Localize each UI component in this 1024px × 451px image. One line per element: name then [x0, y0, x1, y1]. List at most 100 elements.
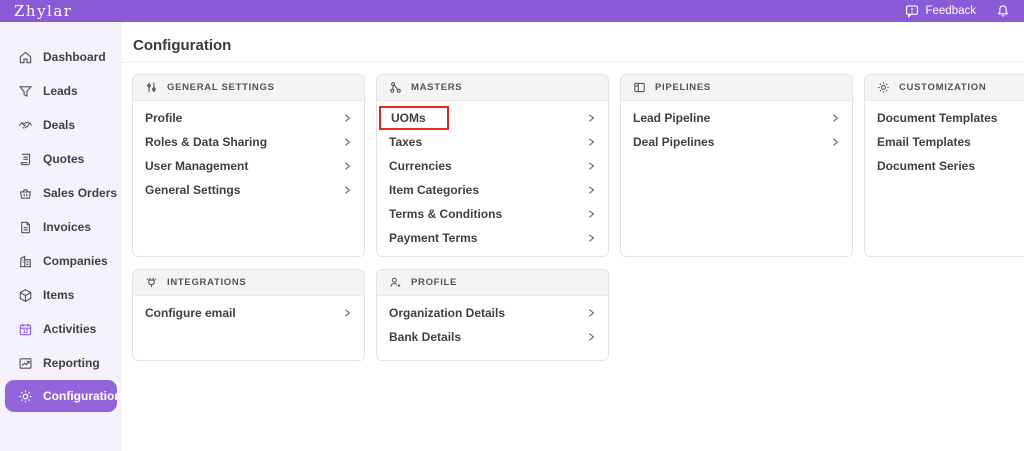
card-title: PIPELINES [655, 82, 711, 93]
chevron-right-icon [586, 209, 596, 219]
sidebar-item-label: Invoices [43, 220, 92, 234]
chevron-right-icon [830, 137, 840, 147]
chevron-right-icon [342, 161, 352, 171]
card-item-payment-terms[interactable]: Payment Terms [389, 226, 596, 250]
chevron-right-icon [830, 113, 840, 123]
card-body: Organization Details Bank Details [377, 296, 608, 349]
card-item-label: Terms & Conditions [389, 207, 503, 221]
building-icon [18, 254, 33, 269]
card-item-organization-details[interactable]: Organization Details [389, 301, 596, 325]
card-item-label: Deal Pipelines [633, 135, 715, 149]
basket-icon [18, 186, 33, 201]
sidebar-item-companies[interactable]: Companies [0, 244, 122, 278]
gear-icon [18, 389, 33, 404]
chevron-right-icon [586, 233, 596, 243]
sidebar-item-items[interactable]: Items [0, 278, 122, 312]
cards-row-1: GENERAL SETTINGS Profile Roles & Data Sh… [132, 74, 1024, 257]
card-item-label: Organization Details [389, 306, 506, 320]
card-item-label: Email Templates [877, 135, 971, 149]
card-header: PROFILE [377, 270, 608, 296]
chat-alert-icon [905, 4, 919, 18]
sidebar-item-leads[interactable]: Leads [0, 74, 122, 108]
sidebar-item-invoices[interactable]: Invoices [0, 210, 122, 244]
card-item-terms-conditions[interactable]: Terms & Conditions [389, 202, 596, 226]
card-item-label: Profile [145, 111, 183, 125]
card-item-configure-email[interactable]: Configure email [145, 301, 352, 325]
card-item-label: Taxes [389, 135, 423, 149]
sidebar-item-sales-orders[interactable]: Sales Orders [0, 176, 122, 210]
card-masters: MASTERS UOMs Taxes Currencies Item Categ… [376, 74, 609, 257]
handshake-icon [18, 118, 33, 133]
sidebar-item-dashboard[interactable]: Dashboard [0, 40, 122, 74]
card-item-user-management[interactable]: User Management [145, 154, 352, 178]
card-title: CUSTOMIZATION [899, 82, 987, 93]
card-item-document-series[interactable]: Document Series [877, 154, 1024, 178]
card-header: CUSTOMIZATION [865, 75, 1024, 101]
main-content: Configuration GENERAL SETTINGS Profile [122, 22, 1024, 451]
chevron-right-icon [342, 137, 352, 147]
sidebar-item-label: Sales Orders [43, 186, 118, 200]
card-title: INTEGRATIONS [167, 277, 247, 288]
scroll-document-icon [18, 152, 33, 167]
sidebar-item-label: Reporting [43, 356, 100, 370]
sidebar-item-label: Activities [43, 322, 97, 336]
card-header: INTEGRATIONS [133, 270, 364, 296]
network-nodes-icon [389, 81, 402, 94]
sidebar-item-deals[interactable]: Deals [0, 108, 122, 142]
sidebar-item-configuration[interactable]: Configuration [5, 380, 122, 412]
card-header: GENERAL SETTINGS [133, 75, 364, 101]
svg-text:12: 12 [23, 329, 29, 335]
card-item-general-settings[interactable]: General Settings [145, 178, 352, 202]
chevron-right-icon [586, 308, 596, 318]
sidebar-item-reporting[interactable]: Reporting [0, 346, 122, 380]
invoice-file-icon [18, 220, 33, 235]
feedback-label: Feedback [925, 5, 976, 17]
columns-layout-icon [633, 81, 646, 94]
card-item-roles-data-sharing[interactable]: Roles & Data Sharing [145, 130, 352, 154]
card-item-document-templates[interactable]: Document Templates [877, 106, 1024, 130]
card-item-label: Lead Pipeline [633, 111, 711, 125]
chevron-right-icon [342, 113, 352, 123]
card-item-deal-pipelines[interactable]: Deal Pipelines [633, 130, 840, 154]
card-item-profile[interactable]: Profile [145, 106, 352, 130]
card-item-taxes[interactable]: Taxes [389, 130, 596, 154]
page-title: Configuration [133, 37, 232, 54]
title-divider [122, 62, 1024, 63]
card-item-currencies[interactable]: Currencies [389, 154, 596, 178]
sidebar-item-label: Configuration [43, 389, 122, 403]
card-body: Document Templates Email Templates Docum… [865, 101, 1024, 178]
card-profile: PROFILE Organization Details Bank Detail… [376, 269, 609, 361]
sidebar-item-label: Deals [43, 118, 76, 132]
uoms-highlight-box: UOMs [379, 106, 449, 130]
chevron-right-icon [586, 137, 596, 147]
sidebar-item-quotes[interactable]: Quotes [0, 142, 122, 176]
topbar: Zhylar Feedback [0, 0, 1024, 22]
card-item-lead-pipeline[interactable]: Lead Pipeline [633, 106, 840, 130]
card-item-uoms[interactable]: UOMs [379, 106, 596, 130]
card-general-settings: GENERAL SETTINGS Profile Roles & Data Sh… [132, 74, 365, 257]
card-item-label: Roles & Data Sharing [145, 135, 268, 149]
feedback-button[interactable]: Feedback [905, 4, 976, 18]
plug-icon [145, 276, 158, 289]
app-logo[interactable]: Zhylar [14, 2, 73, 20]
card-item-label: Item Categories [389, 183, 480, 197]
calendar-icon: 12 [18, 322, 33, 337]
card-header: MASTERS [377, 75, 608, 101]
sliders-icon [145, 81, 158, 94]
card-item-item-categories[interactable]: Item Categories [389, 178, 596, 202]
card-item-bank-details[interactable]: Bank Details [389, 325, 596, 349]
sidebar-item-label: Quotes [43, 152, 85, 166]
chevron-right-icon [586, 161, 596, 171]
line-chart-icon [18, 356, 33, 371]
funnel-icon [18, 84, 33, 99]
card-item-label: Currencies [389, 159, 452, 173]
sidebar-item-label: Dashboard [43, 50, 106, 64]
card-item-label: Bank Details [389, 330, 462, 344]
bell-icon[interactable] [996, 4, 1010, 18]
card-item-label: Configure email [145, 306, 236, 320]
sidebar: Dashboard Leads Deals Quotes [0, 22, 122, 451]
sidebar-item-activities[interactable]: 12 Activities [0, 312, 122, 346]
chevron-right-icon [586, 185, 596, 195]
home-icon [18, 50, 33, 65]
card-item-email-templates[interactable]: Email Templates [877, 130, 1024, 154]
